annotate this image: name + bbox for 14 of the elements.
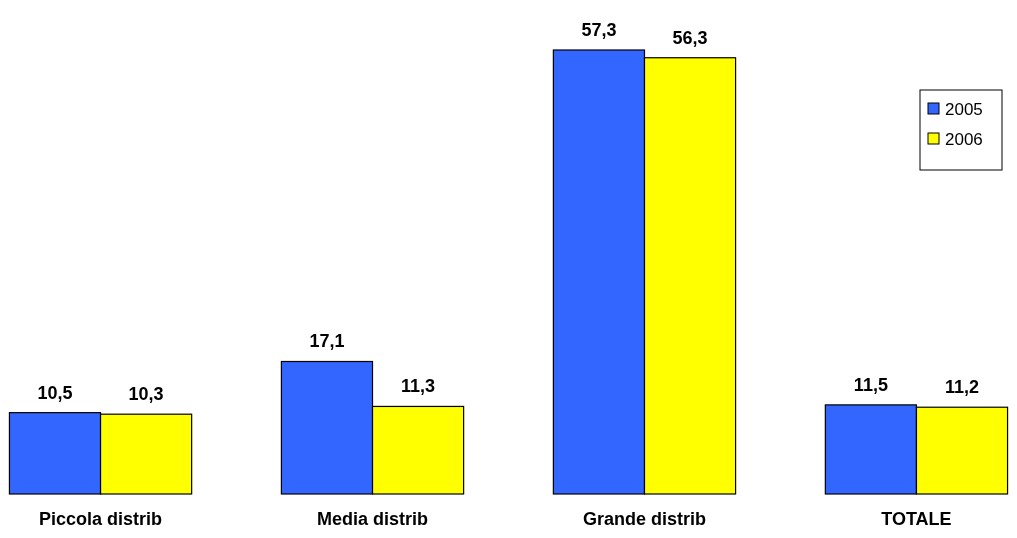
- data-label: 10,5: [37, 382, 73, 403]
- x-tick-label: Media distrib: [317, 509, 429, 529]
- data-label: 11,5: [853, 374, 888, 395]
- data-label: 17,1: [309, 331, 345, 352]
- data-label: 57,3: [581, 20, 617, 40]
- legend-label: 2006: [945, 130, 983, 149]
- data-label: 56,3: [672, 27, 708, 48]
- x-tick-label: Piccola distrib: [39, 509, 163, 529]
- data-label: 10,3: [128, 384, 164, 405]
- data-label: 11,2: [944, 377, 980, 398]
- x-tick-label: TOTALE: [881, 509, 952, 529]
- data-label: 11,3: [401, 376, 436, 397]
- legend-label: 2005: [945, 100, 983, 119]
- x-tick-label: Grande distrib: [582, 509, 706, 529]
